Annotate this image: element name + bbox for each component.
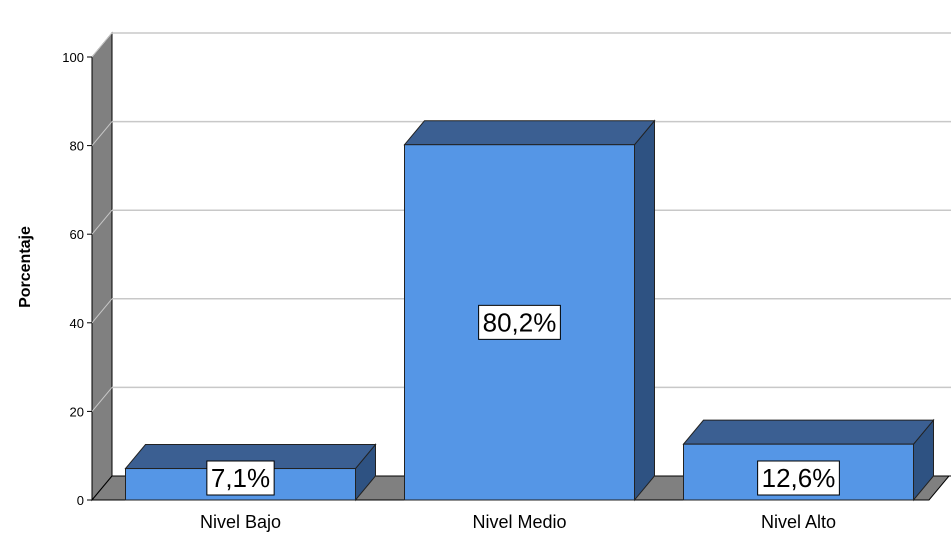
y-axis-label: Porcentaje	[17, 226, 34, 308]
gridline-side	[91, 298, 113, 324]
y-tick-label: 60	[70, 227, 84, 242]
data-label-box	[206, 460, 275, 496]
x-category-label: Nivel Medio	[472, 512, 566, 532]
y-tick-label: 100	[62, 50, 84, 65]
bar-side	[634, 119, 655, 502]
gridline-side	[91, 32, 113, 58]
bar-top	[403, 120, 656, 146]
gridline-side	[91, 387, 113, 412]
gridline-side	[91, 121, 113, 146]
y-tick-label: 20	[70, 404, 84, 419]
x-category-label: Nivel Alto	[761, 512, 836, 532]
data-label-text: 12,6%	[762, 463, 836, 493]
bars: 7,1% 80,2% 12,6%	[124, 119, 935, 502]
y-axis: 0 20 40 60 80 100	[62, 50, 92, 508]
y-tick-label: 40	[70, 316, 84, 331]
data-label-text: 7,1%	[211, 463, 270, 493]
y-tick-label: 0	[77, 493, 84, 508]
x-axis: Nivel Bajo Nivel Medio Nivel Alto	[200, 512, 836, 532]
data-label-box	[757, 460, 840, 496]
x-category-label: Nivel Bajo	[200, 512, 281, 532]
data-label: 12,6%	[757, 460, 840, 496]
data-label-text: 80,2%	[483, 307, 557, 337]
y-tick-label: 80	[70, 139, 84, 154]
gridline-side	[91, 209, 113, 235]
left-wall	[91, 31, 113, 502]
data-label: 7,1%	[206, 460, 275, 496]
data-label: 80,2%	[478, 304, 561, 340]
data-label-box	[478, 304, 561, 340]
bar-top	[682, 419, 935, 445]
